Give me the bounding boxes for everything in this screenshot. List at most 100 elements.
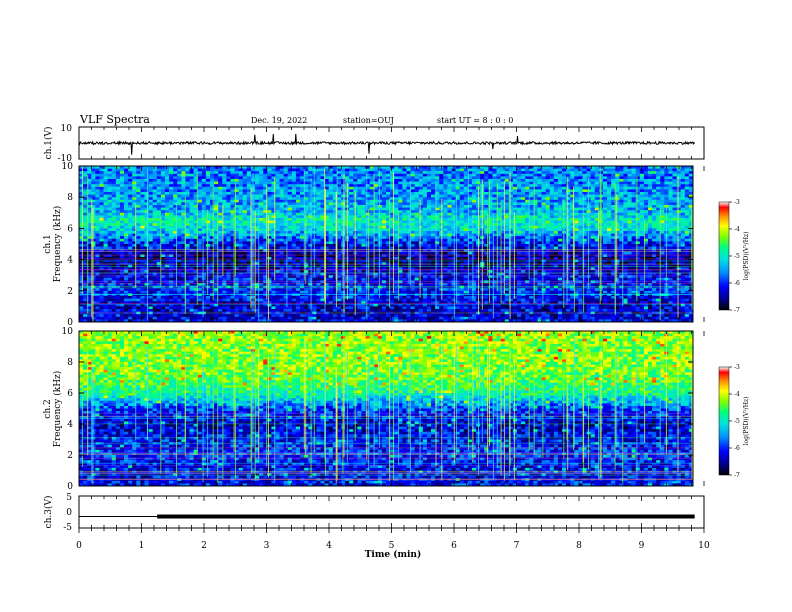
spectrogram-cell xyxy=(83,181,88,185)
spectrogram-cell xyxy=(525,246,530,250)
spectrogram-cell xyxy=(259,241,264,245)
spectrogram-cell xyxy=(627,207,632,211)
spectrogram-cell xyxy=(189,246,195,250)
spectrogram-cell xyxy=(398,220,403,224)
spectrogram-cell xyxy=(643,184,649,188)
spectrogram-cell xyxy=(119,199,125,203)
spectrogram-cell xyxy=(177,215,182,219)
spectrogram-cell xyxy=(516,212,522,216)
spectrogram-cell xyxy=(164,202,170,206)
spectrogram-cell xyxy=(291,186,297,190)
spectrogram-cell xyxy=(541,184,547,188)
spectrogram-cell xyxy=(209,251,215,255)
spectrogram-cell xyxy=(443,168,448,172)
spectrogram-cell xyxy=(496,179,502,182)
spectrogram-cell xyxy=(156,225,162,229)
spectrogram-cell xyxy=(238,192,244,195)
spectrogram-cell xyxy=(259,210,264,214)
spectrogram-cell xyxy=(512,215,518,219)
spectrogram-cell xyxy=(512,171,518,175)
spectrogram-cell xyxy=(136,186,141,190)
spectrogram-cell xyxy=(431,215,436,219)
spectrogram-cell xyxy=(504,212,510,216)
spectrogram-cell xyxy=(214,189,219,193)
spectrogram-cell xyxy=(578,184,583,188)
spectrogram-cell xyxy=(357,215,362,219)
spectrogram-cell xyxy=(496,223,502,227)
spectrogram-cell xyxy=(492,223,497,227)
spectrogram-cell xyxy=(635,246,641,250)
spectrogram-cell xyxy=(684,241,690,245)
spectrogram-cell xyxy=(549,205,555,208)
spectrogram-cell xyxy=(156,218,162,221)
spectrogram-cell xyxy=(574,199,579,203)
spectrogram-cell xyxy=(111,197,117,201)
spectrogram-cell xyxy=(234,210,240,214)
spectrogram-cell xyxy=(128,179,133,182)
spectrogram-cell xyxy=(492,225,497,229)
spectrogram-cell xyxy=(173,236,178,240)
spectrogram-cell xyxy=(422,166,428,169)
spectrogram-cell xyxy=(500,220,506,224)
spectrogram-cell xyxy=(169,168,174,172)
spectrogram-cell xyxy=(688,236,694,240)
spectrogram-cell xyxy=(623,238,628,242)
spectrogram-cell xyxy=(119,176,125,180)
spectrogram-cell xyxy=(156,199,162,203)
spectrogram-cell xyxy=(394,223,399,227)
spectrogram-cell xyxy=(447,173,452,177)
spectrogram-cell xyxy=(471,238,477,242)
spectrogram-cell xyxy=(201,207,207,211)
spectrogram-cell xyxy=(390,233,395,237)
spectrogram-cell xyxy=(500,223,506,227)
spectrogram-cell xyxy=(504,225,510,229)
spectrogram-cell xyxy=(562,171,567,175)
spectrogram-cell xyxy=(390,249,395,253)
spectrogram-cell xyxy=(164,249,170,253)
spectrogram-cell xyxy=(230,236,235,240)
spectrogram-cell xyxy=(107,215,113,219)
spectrogram-cell xyxy=(660,205,665,208)
spectrogram-cell xyxy=(87,238,92,242)
spectrogram-cell xyxy=(320,215,325,219)
spectrogram-cell xyxy=(635,205,641,208)
spectrogram-cell xyxy=(652,210,657,214)
spectrogram-cell xyxy=(422,205,428,208)
spectrogram-cell xyxy=(308,215,313,219)
spectrogram-cell xyxy=(275,223,280,227)
spectrogram-cell xyxy=(684,189,690,193)
spectrogram-cell xyxy=(471,241,477,245)
spectrogram-cell xyxy=(578,210,583,214)
spectrogram-cell xyxy=(586,166,592,169)
spectrogram-cell xyxy=(267,244,272,247)
spectrogram-cell xyxy=(209,202,215,206)
spectrogram-cell xyxy=(447,223,452,227)
spectrogram-cell xyxy=(246,220,252,224)
spectrogram-cell xyxy=(390,166,395,169)
spectrogram-cell xyxy=(119,244,125,247)
spectrogram-cell xyxy=(361,244,366,247)
spectrogram-cell xyxy=(656,212,661,216)
spectrogram-cell xyxy=(590,189,596,193)
spectrogram-cell xyxy=(271,176,276,180)
spectrogram-cell xyxy=(111,205,117,208)
spectrogram-cell xyxy=(406,207,411,211)
spectrogram-cell xyxy=(431,210,436,214)
spectrogram-cell xyxy=(545,210,551,214)
spectrogram-cell xyxy=(173,179,178,182)
spectrogram-cell xyxy=(336,197,342,201)
spectrogram-cell xyxy=(426,244,432,247)
spectrogram-cell xyxy=(381,179,387,182)
spectrogram-cell xyxy=(107,210,113,214)
spectrogram-cell xyxy=(140,244,145,247)
spectrogram-cell xyxy=(160,168,166,172)
spectrogram-cell xyxy=(664,171,669,175)
spectrogram-cell xyxy=(107,223,113,227)
spectrogram-cell xyxy=(107,199,113,203)
spectrogram-cell xyxy=(185,231,190,234)
spectrogram-cell xyxy=(476,181,481,185)
spectrogram-cell xyxy=(181,220,186,224)
spectrogram-cell xyxy=(545,194,551,198)
spectrogram-cell xyxy=(557,186,563,190)
spectrogram-cell xyxy=(308,168,313,172)
